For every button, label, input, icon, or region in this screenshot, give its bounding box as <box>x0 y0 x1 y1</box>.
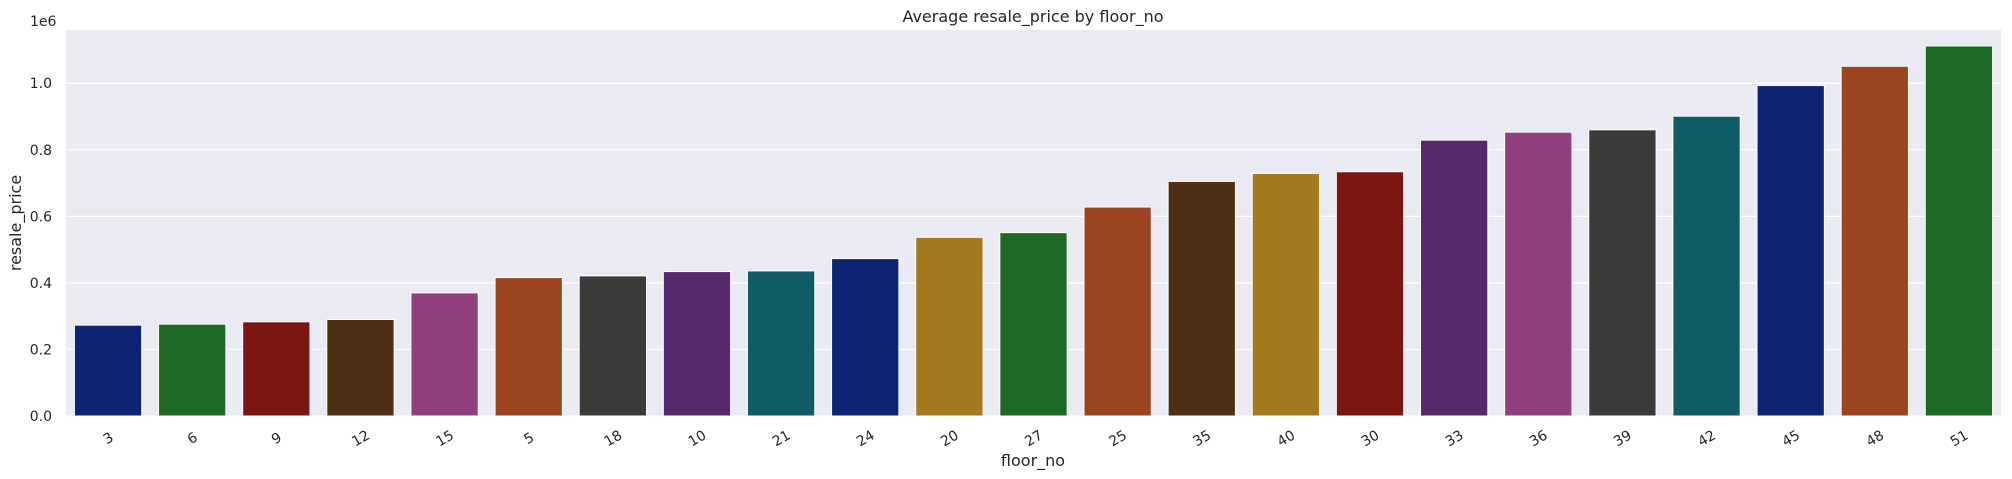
x-tick-label: 15 <box>433 427 456 450</box>
x-tick-label: 35 <box>1191 427 1214 450</box>
bar <box>578 275 648 417</box>
x-axis-label: floor_no <box>1001 451 1065 471</box>
y-axis-ticks: 0.0 0.2 0.4 0.6 0.8 1.0 <box>30 76 52 425</box>
bar <box>1840 65 1909 417</box>
bar <box>746 270 816 417</box>
x-tick-label: 21 <box>770 427 793 450</box>
bar <box>915 236 984 417</box>
x-tick-label: 48 <box>1864 427 1887 450</box>
bar <box>1756 85 1825 417</box>
x-tick-label: 36 <box>1527 427 1551 450</box>
x-tick-label: 20 <box>938 427 961 450</box>
x-tick-label: 6 <box>185 430 201 448</box>
x-tick-label: 10 <box>686 427 709 450</box>
y-axis-label: resale_price <box>6 175 26 271</box>
x-tick-label: 39 <box>1611 427 1634 450</box>
x-tick-label: 18 <box>602 427 625 450</box>
y-tick-label: 0.6 <box>30 209 52 225</box>
bar <box>1251 172 1321 417</box>
x-tick-label: 25 <box>1106 427 1129 450</box>
bar <box>73 324 143 417</box>
x-tick-label: 9 <box>269 430 285 448</box>
x-tick-label: 40 <box>1275 427 1298 450</box>
x-tick-label: 5 <box>521 430 537 448</box>
x-tick-label: 45 <box>1779 427 1802 450</box>
bar <box>1672 115 1741 417</box>
x-tick-label: 24 <box>854 427 878 450</box>
y-tick-label: 0.8 <box>30 143 52 159</box>
bar <box>326 319 395 417</box>
bar <box>1335 171 1405 417</box>
bar <box>1504 131 1573 417</box>
y-offset-label: 1e6 <box>30 14 57 30</box>
bar <box>1588 129 1657 417</box>
bar <box>1924 45 1994 417</box>
y-tick-label: 0.4 <box>30 276 52 292</box>
y-tick-label: 1.0 <box>30 76 52 92</box>
bar <box>1083 206 1152 417</box>
y-tick-label: 0.2 <box>30 342 52 358</box>
x-tick-label: 3 <box>101 430 117 448</box>
x-tick-label: 51 <box>1948 427 1971 450</box>
bar <box>158 323 227 417</box>
bar <box>831 258 900 417</box>
bar <box>410 292 479 417</box>
bar <box>1167 180 1236 417</box>
bar <box>999 232 1068 417</box>
bar <box>662 271 732 417</box>
x-tick-label: 33 <box>1443 427 1466 450</box>
chart-title: Average resale_price by floor_no <box>902 7 1163 27</box>
x-axis-ticks: 3 6 9 12 15 5 18 10 21 24 20 27 25 35 40 30 33 36 39 42 45 48… <box>101 427 1971 450</box>
bars <box>73 45 1994 417</box>
bar <box>1420 139 1489 417</box>
x-tick-label: 27 <box>1022 427 1045 450</box>
x-tick-label: 30 <box>1359 427 1382 450</box>
x-tick-label: 12 <box>349 427 372 450</box>
bar <box>494 277 563 417</box>
bar <box>242 321 311 417</box>
y-tick-label: 0.0 <box>30 409 52 425</box>
x-tick-label: 42 <box>1695 427 1718 450</box>
